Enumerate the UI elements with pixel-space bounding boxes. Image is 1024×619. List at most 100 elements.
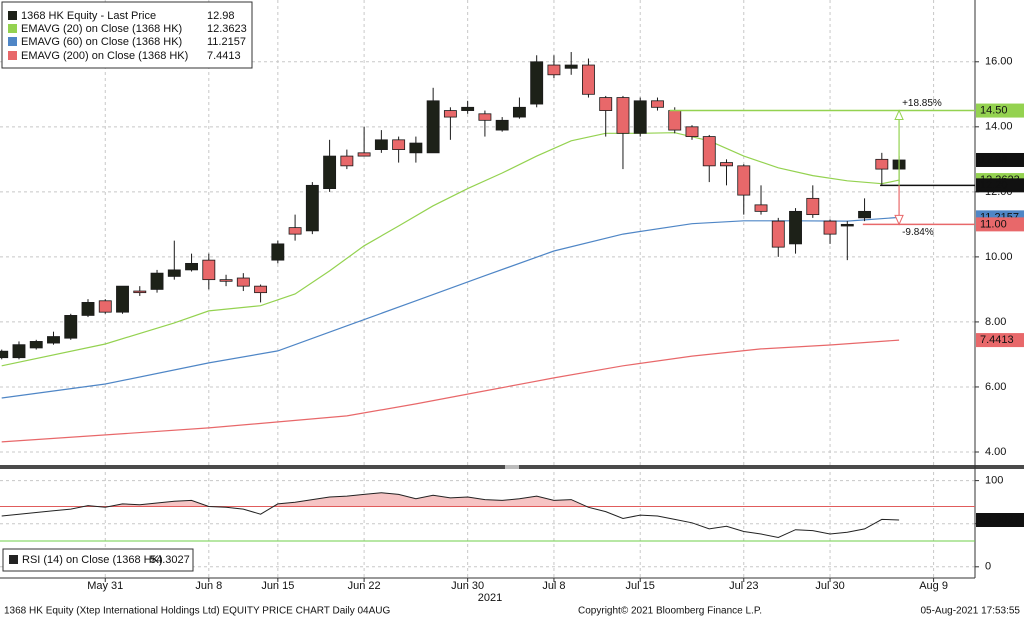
x-tick-label: May 31 [87, 580, 123, 592]
candle-body [305, 184, 319, 232]
legend-value: 11.2157 [207, 36, 246, 48]
candle-body [754, 204, 768, 212]
price-tag-box [976, 152, 1024, 167]
price-tag: 11.00 [980, 218, 1007, 230]
target-change: +18.85% [902, 98, 942, 109]
candle-body [133, 290, 147, 294]
target-change: -9.84% [902, 227, 934, 238]
legend-label: EMAVG (20) on Close (1368 HK) [21, 23, 182, 35]
legend-label: 1368 HK Equity - Last Price [21, 10, 156, 22]
candle-body [530, 61, 544, 105]
separator-handle [505, 465, 519, 469]
candle-body [720, 162, 733, 167]
candle-body [0, 350, 9, 359]
candle-body [29, 341, 43, 349]
plot-layer: 4.006.008.0010.0012.0014.0016.00050100Ma… [0, 0, 1024, 592]
candle-body [616, 97, 630, 134]
x-tick-label: Jun 30 [451, 580, 484, 592]
candle-body [495, 119, 509, 131]
y-tick-label: 16.00 [985, 56, 1013, 68]
legend-value: 12.98 [207, 10, 235, 22]
plot-background [0, 0, 975, 465]
candle-body [461, 106, 475, 111]
candle-body [840, 223, 854, 227]
candle-body [374, 139, 388, 150]
candle-body [478, 113, 492, 121]
candle-body [702, 136, 716, 167]
candle-body [392, 139, 406, 150]
footer-right: 05-Aug-2021 17:53:55 [920, 606, 1020, 617]
candle-body [357, 152, 371, 157]
ema-line [1, 339, 900, 443]
legend-swatch [8, 51, 17, 60]
candle-body [633, 100, 647, 134]
candle-body [409, 142, 423, 154]
x-tick-label: Jul 8 [542, 580, 565, 592]
candle-body [651, 100, 664, 108]
candle-body [823, 220, 837, 235]
legend-swatch [8, 24, 17, 33]
y-tick-label: 0 [985, 561, 991, 573]
candle-body [271, 243, 285, 261]
candle-body [167, 269, 181, 277]
x-tick-label: Jul 30 [815, 580, 844, 592]
rsi-line [1, 492, 900, 539]
candle-body [64, 315, 78, 339]
y-tick-label: 100 [985, 475, 1003, 487]
x-tick-label: Aug 9 [919, 580, 948, 592]
candle-body [582, 64, 595, 95]
candle-body [236, 277, 250, 287]
footer-center: Copyright© 2021 Bloomberg Finance L.P. [578, 606, 762, 617]
arrow-head [894, 109, 904, 121]
y-tick-label: 4.00 [985, 446, 1006, 458]
price-tag: 7.4413 [980, 334, 1014, 346]
price-tag-box [976, 512, 1024, 527]
price-tag-box [976, 333, 1024, 348]
legend-value: 54.3027 [150, 554, 190, 566]
price-tag: 54.3027 [980, 514, 1020, 526]
legend-label: EMAVG (60) on Close (1368 HK) [21, 36, 182, 48]
legend-box [1, 1, 253, 69]
x-year-label: 2021 [478, 592, 502, 604]
candle-body [668, 110, 682, 131]
x-tick-label: Jun 15 [261, 580, 294, 592]
candle-body [685, 126, 699, 137]
overbought-fill [83, 492, 587, 507]
y-tick-label: 6.00 [985, 381, 1006, 393]
ema-line [1, 132, 900, 367]
candle-body [789, 210, 802, 245]
legend-label: RSI (14) on Close (1368 HK) [22, 554, 163, 566]
footer-left: 1368 HK Equity (Xtep International Holdi… [4, 606, 391, 617]
candle-body [512, 106, 526, 118]
candle-body [426, 100, 440, 154]
y-tick-label: 14.00 [985, 121, 1013, 133]
candle-body [875, 158, 889, 170]
x-tick-label: Jun 22 [348, 580, 381, 592]
candle-body [81, 302, 95, 316]
candle-body [254, 285, 268, 294]
legend-swatch [8, 11, 17, 20]
y-tick-label: 10.00 [985, 251, 1013, 263]
legend-swatch [9, 555, 18, 564]
x-tick-label: Jun 8 [195, 580, 222, 592]
candle-body [219, 279, 233, 282]
price-tag-box [976, 178, 1024, 193]
legend-value: 7.4413 [207, 50, 241, 62]
candle-body [547, 64, 561, 76]
candle-body [323, 155, 337, 190]
candle-body [443, 110, 457, 118]
candle-body [288, 227, 302, 235]
candle-body [340, 155, 354, 167]
candle-body [98, 300, 112, 313]
legend-box [2, 548, 194, 572]
ema-line [1, 216, 900, 399]
candle-body [564, 64, 578, 69]
candle-body [806, 197, 820, 216]
legend-swatch [8, 37, 17, 46]
candle-body [12, 344, 26, 359]
candle-body [599, 97, 613, 111]
price-tag-box [976, 217, 1024, 232]
candle-body [858, 210, 871, 219]
